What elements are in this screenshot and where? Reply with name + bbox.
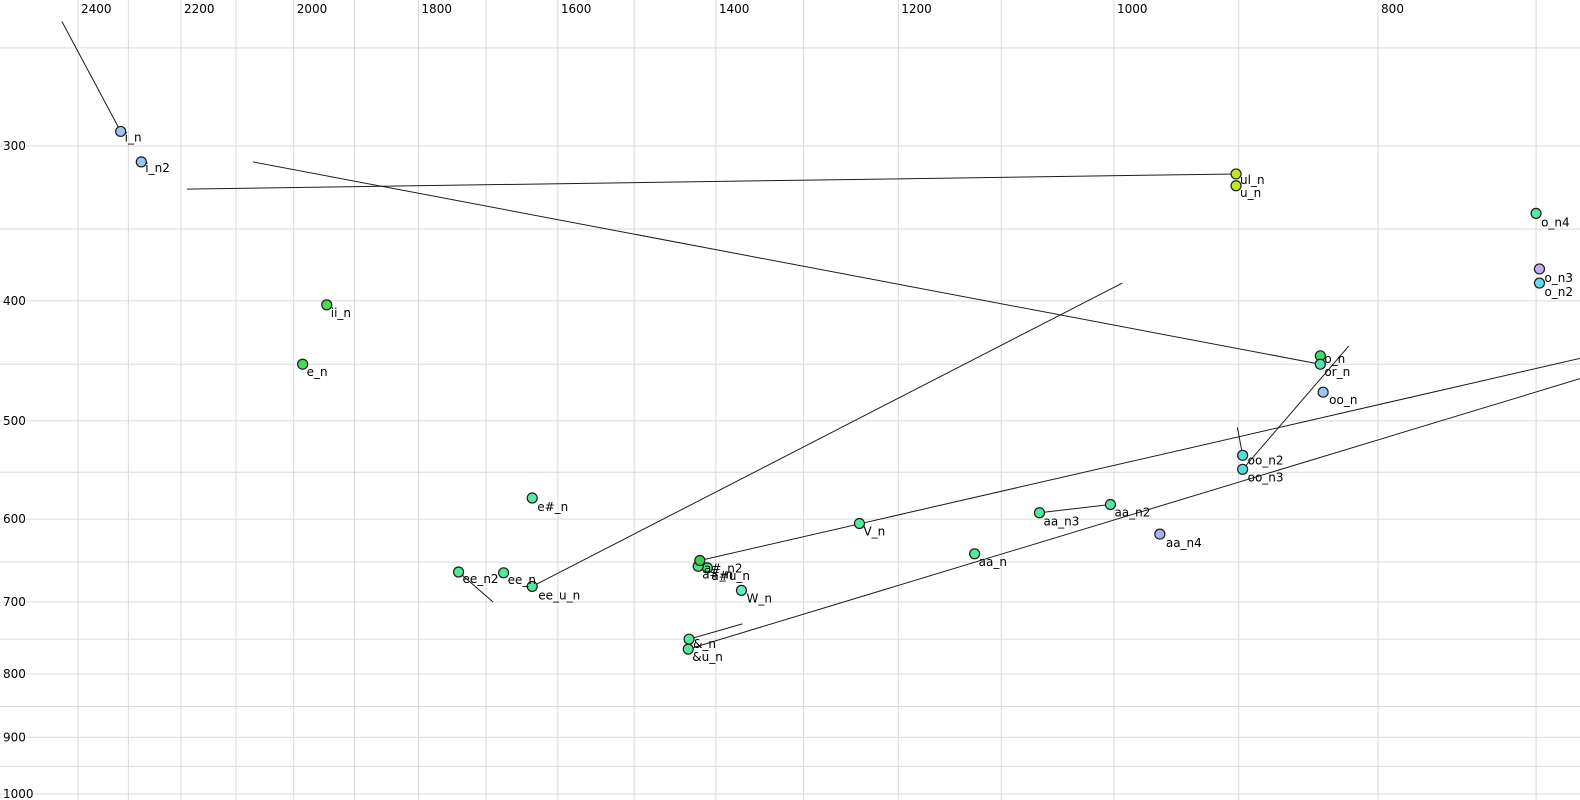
data-point[interactable] bbox=[853, 517, 866, 530]
y-axis-tick-label: 900 bbox=[3, 730, 26, 744]
y-axis-tick-label: 500 bbox=[3, 414, 26, 428]
data-point[interactable] bbox=[1230, 168, 1242, 180]
data-point-label: e_n bbox=[307, 365, 328, 379]
x-axis-tick-label: 800 bbox=[1381, 2, 1404, 16]
data-point[interactable] bbox=[526, 492, 538, 504]
data-point-label: aa_n2 bbox=[1114, 506, 1150, 520]
data-point[interactable] bbox=[321, 299, 333, 311]
data-point[interactable] bbox=[135, 156, 147, 168]
data-point-label: aa_n4 bbox=[1166, 536, 1202, 550]
data-point[interactable] bbox=[735, 584, 748, 596]
y-axis-tick-label: 400 bbox=[3, 294, 26, 308]
trajectory-line bbox=[699, 357, 1580, 561]
data-point-label: i_n bbox=[125, 130, 142, 144]
data-point-label: i_n2 bbox=[145, 161, 170, 175]
x-axis-tick-label: 1600 bbox=[561, 2, 592, 16]
data-point-label: o_n bbox=[1324, 352, 1345, 366]
data-point[interactable] bbox=[1237, 449, 1249, 461]
data-point[interactable] bbox=[1533, 263, 1546, 275]
data-point-label: ii_n bbox=[331, 306, 351, 320]
x-axis-tick-label: 1200 bbox=[901, 2, 932, 16]
data-point-label: V_n bbox=[863, 525, 885, 539]
data-point[interactable] bbox=[297, 358, 309, 370]
trajectory-line bbox=[458, 571, 494, 603]
data-point[interactable] bbox=[1314, 358, 1326, 370]
data-point[interactable] bbox=[969, 548, 981, 560]
data-point-label: W_n bbox=[746, 591, 771, 605]
data-point-label: o_n4 bbox=[1541, 215, 1570, 229]
y-axis-tick-label: 800 bbox=[3, 667, 26, 681]
data-point[interactable] bbox=[115, 125, 127, 138]
y-axis-tick-label: 600 bbox=[3, 512, 26, 526]
data-point-label: e#_n bbox=[537, 500, 568, 514]
x-axis-tick-label: 2000 bbox=[297, 2, 328, 16]
y-axis-tick-label: 1000 bbox=[3, 787, 34, 800]
trajectory-line bbox=[688, 378, 1580, 650]
data-point[interactable] bbox=[526, 580, 538, 593]
trajectory-line bbox=[531, 282, 1123, 587]
data-point[interactable] bbox=[1104, 498, 1117, 511]
data-point[interactable] bbox=[1530, 207, 1542, 219]
data-point[interactable] bbox=[694, 554, 706, 567]
data-point-label: ul_n bbox=[1240, 173, 1265, 187]
x-axis-tick-label: 1400 bbox=[719, 2, 750, 16]
data-point-label: oo_n bbox=[1329, 393, 1357, 407]
y-axis-tick-label: 300 bbox=[3, 139, 26, 153]
x-axis-tick-label: 2400 bbox=[81, 2, 112, 16]
data-point-label: aa_n bbox=[979, 555, 1007, 569]
data-point-label: a#_n bbox=[702, 567, 733, 581]
data-point[interactable] bbox=[1154, 528, 1166, 540]
data-point-label: ee_u_n bbox=[538, 588, 580, 602]
trajectory-line bbox=[1039, 504, 1111, 514]
data-point-label: u_n bbox=[1240, 186, 1261, 200]
trajectory-line bbox=[61, 21, 122, 132]
data-point-label: a#u_n bbox=[711, 569, 750, 583]
data-point-label: o_n3 bbox=[1544, 271, 1573, 285]
data-point-label: ee_n bbox=[508, 573, 536, 587]
data-point[interactable] bbox=[1033, 507, 1046, 519]
data-point[interactable] bbox=[1230, 180, 1242, 192]
trajectory-line bbox=[688, 623, 743, 640]
trajectory-line bbox=[252, 161, 1321, 365]
x-axis-tick-label: 1800 bbox=[421, 2, 452, 16]
data-point[interactable] bbox=[682, 643, 694, 655]
data-point-label: or_n bbox=[1324, 365, 1350, 379]
data-point[interactable] bbox=[1533, 277, 1546, 289]
x-axis-tick-label: 1000 bbox=[1117, 2, 1148, 16]
trajectory-line bbox=[1242, 345, 1350, 470]
y-axis-tick-label: 700 bbox=[3, 595, 26, 609]
data-point-label: oo_n3 bbox=[1248, 470, 1284, 484]
data-point-label: oo_n2 bbox=[1248, 453, 1284, 467]
data-point[interactable] bbox=[452, 566, 465, 578]
data-point-label: &u_n bbox=[692, 650, 723, 664]
data-point-label: &_n bbox=[693, 637, 716, 651]
data-point-label: a#_n2 bbox=[704, 561, 743, 575]
data-point[interactable] bbox=[1317, 386, 1329, 398]
data-point-label: o_n2 bbox=[1544, 285, 1573, 299]
trajectory-line bbox=[186, 173, 1237, 190]
data-point[interactable] bbox=[498, 567, 510, 579]
x-axis-tick-label: 2200 bbox=[184, 2, 215, 16]
data-point[interactable] bbox=[1237, 463, 1249, 475]
data-point-label: aa_n3 bbox=[1043, 515, 1079, 529]
data-point-label: ee_n2 bbox=[463, 572, 499, 586]
